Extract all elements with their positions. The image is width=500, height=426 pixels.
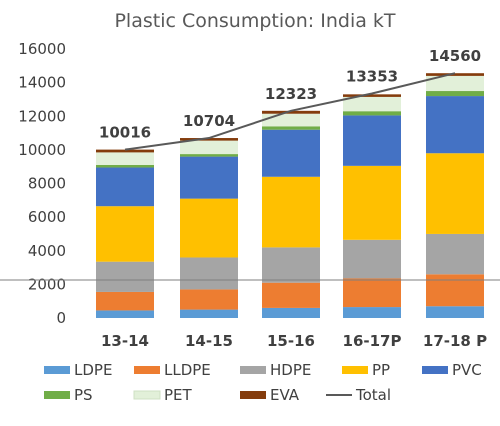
- bar-segment-hdpe: [426, 233, 484, 275]
- legend-label: LDPE: [74, 361, 112, 379]
- total-data-label: 10704: [183, 112, 235, 130]
- bar-segment-pvc: [343, 115, 401, 166]
- legend-swatch: [44, 391, 70, 399]
- bar-segment-eva: [426, 73, 484, 76]
- bar-segment-pvc: [262, 129, 320, 177]
- legend-label: Total: [355, 386, 391, 404]
- bar-segment-lldpe: [262, 282, 320, 308]
- y-tick-label: 8000: [28, 175, 66, 193]
- bar-segment-pet: [96, 152, 154, 166]
- legend-swatch: [133, 390, 161, 400]
- legend-label: HDPE: [270, 361, 311, 379]
- legend-label: PS: [74, 386, 93, 404]
- legend-item-total: Total: [326, 386, 391, 404]
- bar-segment-hdpe: [96, 261, 154, 292]
- bar-segment-eva: [180, 138, 238, 141]
- x-axis-ticks: 13-14 14-15 15-16 16-17P 17-18 P: [101, 332, 487, 350]
- bar-segment-pvc: [180, 156, 238, 199]
- legend-label: EVA: [270, 386, 300, 404]
- y-tick-label: 12000: [18, 107, 66, 125]
- bar-segment-pvc: [426, 96, 484, 154]
- y-tick-label: 0: [56, 309, 66, 327]
- legend: LDPE LLDPE HDPE PP PVC PS PET EVA Total: [44, 361, 482, 404]
- legend-item-eva: EVA: [240, 386, 300, 404]
- legend-item-hdpe: HDPE: [240, 361, 311, 379]
- bar-segment-eva: [262, 110, 320, 114]
- legend-item-ps: PS: [44, 386, 93, 404]
- x-tick-label: 16-17P: [343, 332, 402, 350]
- bar-segment-ldpe: [426, 306, 484, 318]
- bar-segment-eva: [343, 94, 401, 97]
- bar-segment-lldpe: [180, 289, 238, 310]
- y-tick-label: 6000: [28, 208, 66, 226]
- legend-swatch: [342, 366, 368, 374]
- legend-swatch: [240, 391, 266, 399]
- legend-label: PP: [372, 361, 390, 379]
- bar-segment-ps: [180, 154, 238, 157]
- legend-item-pp: PP: [342, 361, 390, 379]
- bar-segment-pvc: [96, 167, 154, 207]
- total-data-label: 14560: [429, 47, 481, 65]
- bar-segment-ldpe: [180, 309, 238, 318]
- y-tick-label: 10000: [18, 141, 66, 159]
- legend-item-pet: PET: [133, 386, 193, 404]
- legend-item-pvc: PVC: [422, 361, 482, 379]
- x-tick-label: 13-14: [101, 332, 149, 350]
- legend-item-ldpe: LDPE: [44, 361, 112, 379]
- bar-segment-pet: [343, 96, 401, 112]
- bar-segment-lldpe: [426, 274, 484, 307]
- legend-swatch: [134, 366, 160, 374]
- x-tick-label: 14-15: [185, 332, 233, 350]
- bar-segment-pet: [426, 75, 484, 92]
- y-tick-label: 16000: [18, 40, 66, 58]
- bar-segment-pp: [96, 206, 154, 262]
- x-tick-label: 15-16: [267, 332, 315, 350]
- bar-segment-pet: [262, 113, 320, 127]
- bar-segment-hdpe: [180, 257, 238, 290]
- legend-swatch: [240, 366, 266, 374]
- legend-swatch: [44, 366, 70, 374]
- legend-label: PVC: [452, 361, 482, 379]
- legend-label: PET: [164, 386, 193, 404]
- legend-label: LLDPE: [164, 361, 211, 379]
- bar-segment-hdpe: [343, 239, 401, 279]
- total-data-label: 13353: [346, 68, 398, 86]
- bar-segment-pet: [180, 140, 238, 155]
- bar-segment-ps: [262, 126, 320, 130]
- bar-segment-eva: [96, 149, 154, 153]
- total-data-labels: 10016 10704 12323 13353 14560: [99, 47, 481, 141]
- bar-segment-lldpe: [96, 291, 154, 311]
- bar-segment-ps: [426, 91, 484, 97]
- bar-segment-ldpe: [343, 307, 401, 318]
- total-line: [124, 72, 456, 151]
- total-series: [124, 72, 456, 151]
- bar-segment-pp: [262, 176, 320, 248]
- bar-segment-hdpe: [262, 247, 320, 283]
- y-tick-label: 2000: [28, 275, 66, 293]
- total-data-label: 12323: [265, 85, 317, 103]
- bars: [96, 73, 484, 318]
- y-tick-label: 4000: [28, 242, 66, 260]
- bar-segment-pp: [426, 153, 484, 234]
- total-data-label: 10016: [99, 124, 151, 142]
- bar-segment-ldpe: [262, 307, 320, 318]
- y-tick-label: 14000: [18, 74, 66, 92]
- legend-item-lldpe: LLDPE: [134, 361, 211, 379]
- bar-segment-ps: [96, 165, 154, 168]
- y-axis-ticks: 0 2000 4000 6000 8000 10000 12000 14000 16000: [18, 40, 66, 327]
- bar-segment-pp: [343, 165, 401, 240]
- bar-segment-lldpe: [343, 278, 401, 308]
- x-tick-label: 17-18 P: [423, 332, 487, 350]
- legend-swatch: [422, 366, 448, 374]
- bar-segment-ldpe: [96, 310, 154, 318]
- chart-title: Plastic Consumption: India kT: [114, 10, 395, 32]
- bar-segment-pp: [180, 198, 238, 258]
- bar-segment-ps: [343, 111, 401, 116]
